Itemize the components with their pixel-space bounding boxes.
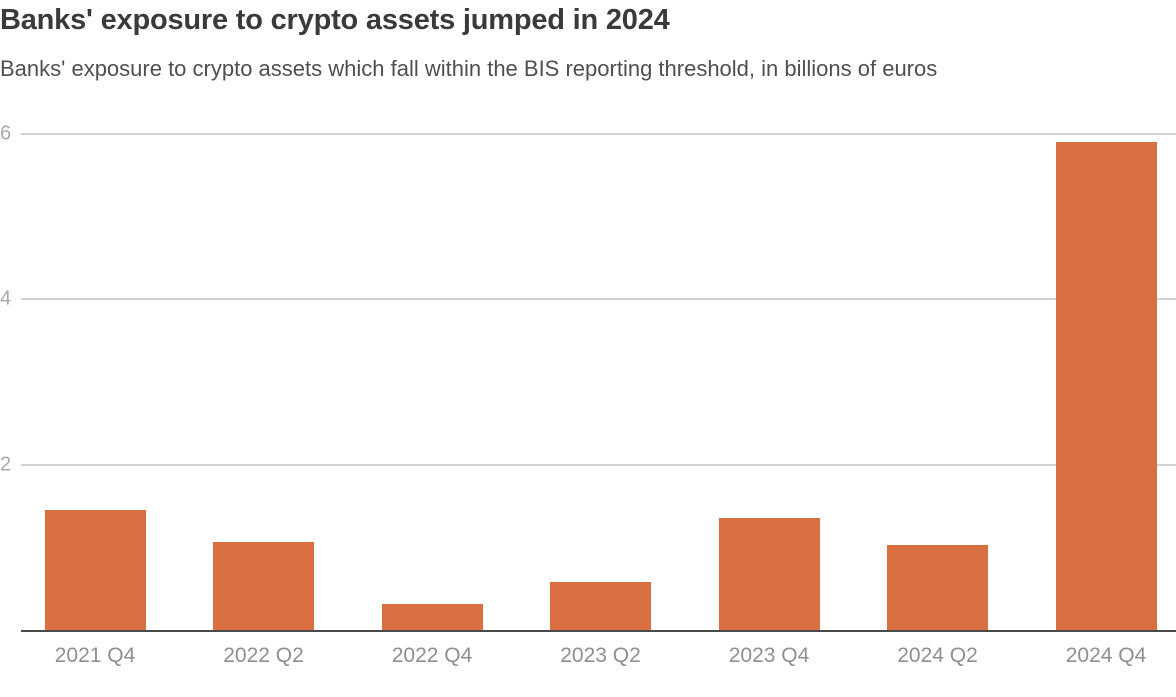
x-axis-tick-label: 2023 Q2 <box>560 644 641 667</box>
y-axis-tick-label: 2 <box>0 453 12 475</box>
gridline <box>21 132 1176 135</box>
bar-2023-q4 <box>718 518 820 630</box>
bar-2023-q2 <box>550 582 651 630</box>
x-axis-tick-label: 2023 Q4 <box>728 644 810 667</box>
y-axis-tick-label: 6 <box>0 122 12 144</box>
bar-2024-q2 <box>887 544 988 630</box>
gridline <box>21 298 1176 300</box>
bar-2022-q2 <box>213 542 314 630</box>
chart-title: Banks' exposure to crypto assets jumped … <box>0 4 670 36</box>
x-axis-tick-label: 2022 Q4 <box>391 644 473 667</box>
x-axis-tick-label: 2021 Q4 <box>54 644 136 667</box>
y-axis-tick-label: 4 <box>0 287 12 310</box>
x-axis-tick-label: 2024 Q2 <box>897 644 978 667</box>
chart-subtitle: Banks' exposure to crypto assets which f… <box>0 56 938 81</box>
bar-2022-q4 <box>381 604 483 630</box>
bar-2021-q4 <box>44 510 146 630</box>
x-axis-line <box>21 630 1176 632</box>
gridline <box>21 463 1176 466</box>
x-axis-tick-label: 2022 Q2 <box>223 644 304 667</box>
bar-2024-q4 <box>1055 141 1157 630</box>
x-axis-tick-label: 2024 Q4 <box>1065 644 1147 667</box>
